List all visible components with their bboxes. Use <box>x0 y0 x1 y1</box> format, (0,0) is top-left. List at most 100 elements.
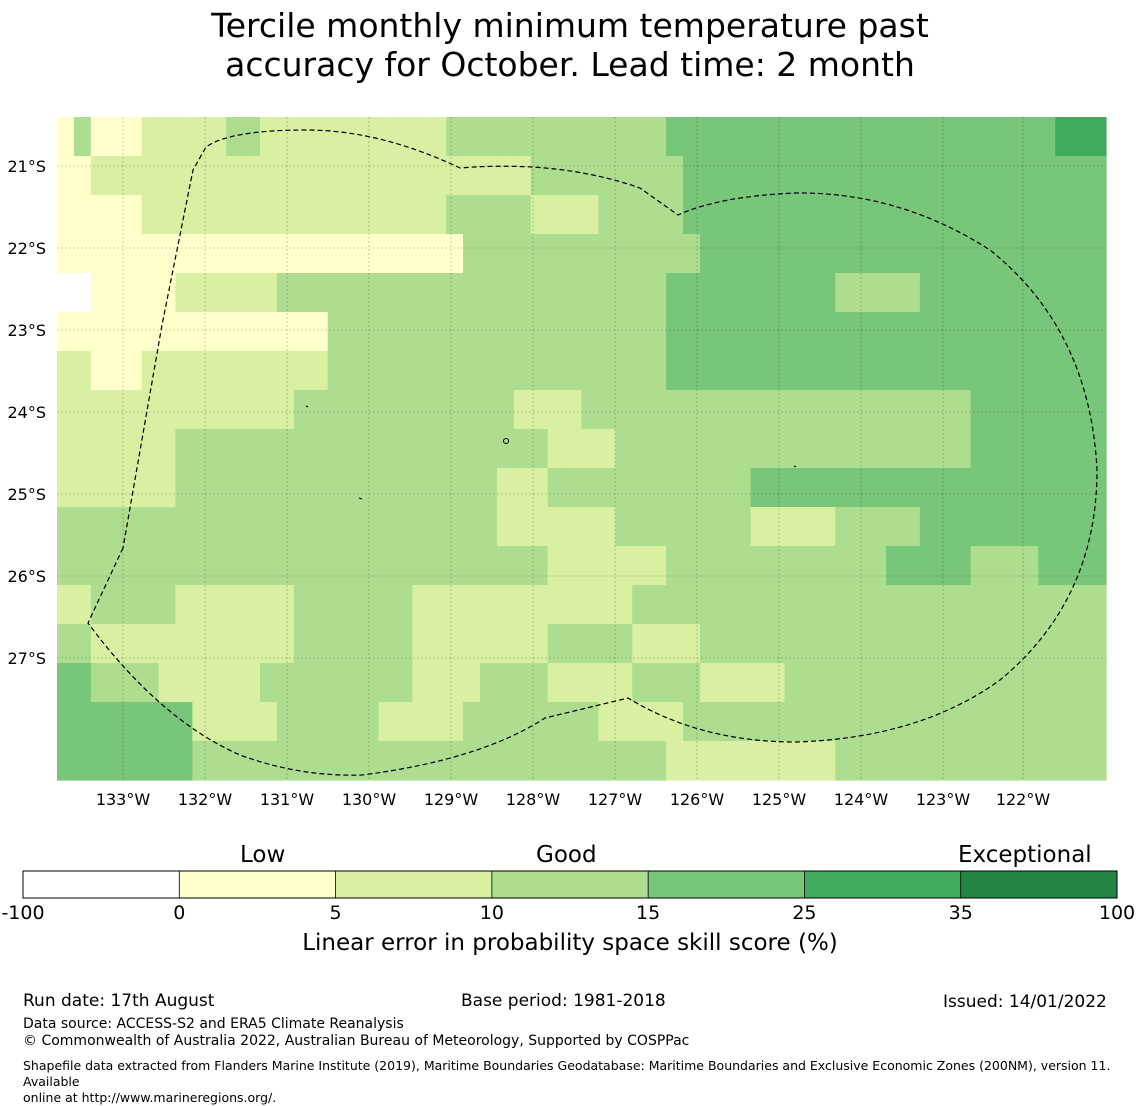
grid-cell <box>446 741 464 781</box>
grid-cell <box>327 195 346 235</box>
grid-cell <box>801 195 819 235</box>
grid-cell <box>73 624 92 664</box>
grid-cell <box>429 546 447 586</box>
grid-cell <box>784 702 803 742</box>
grid-cell <box>361 468 380 508</box>
grid-cell <box>310 390 329 430</box>
longitude-label: 131°W <box>260 790 315 809</box>
grid-cell <box>699 273 718 313</box>
grid-cell <box>530 585 549 625</box>
grid-cell <box>175 624 193 664</box>
grid-cell <box>886 351 904 391</box>
grid-cell <box>987 624 1006 664</box>
grid-cell <box>581 273 600 313</box>
grid-cell <box>615 702 633 742</box>
grid-cell <box>107 507 126 547</box>
grid-cell <box>1072 468 1090 508</box>
grid-cell <box>750 663 769 703</box>
grid-cell <box>209 234 227 274</box>
grid-cell <box>192 390 210 430</box>
grid-cell <box>276 273 295 313</box>
grid-cell <box>852 546 870 586</box>
grid-cell <box>835 624 853 664</box>
grid-cell <box>530 117 549 157</box>
grid-cell <box>835 546 853 586</box>
grid-cell <box>852 429 870 469</box>
grid-cell <box>293 429 312 469</box>
grid-cell <box>615 468 633 508</box>
grid-cell <box>412 390 430 430</box>
grid-cell <box>835 507 853 547</box>
grid-cell <box>564 585 583 625</box>
grid-cell <box>564 741 583 781</box>
grid-cell <box>818 624 836 664</box>
grid-cell <box>818 351 836 391</box>
grid-cell <box>683 468 701 508</box>
grid-cell <box>496 273 515 313</box>
grid-cell <box>209 663 227 703</box>
grid-cell <box>581 507 600 547</box>
grid-cell <box>1004 273 1022 313</box>
grid-cell <box>716 468 735 508</box>
grid-cell <box>852 351 870 391</box>
grid-cell <box>361 312 380 352</box>
colorbar <box>22 870 1118 899</box>
grid-cell <box>192 351 210 391</box>
grid-cell <box>750 546 769 586</box>
grid-cell <box>57 507 75 547</box>
grid-cell <box>260 663 278 703</box>
grid-cell <box>276 351 295 391</box>
grid-cell <box>733 468 752 508</box>
grid-cell <box>243 624 261 664</box>
grid-cell <box>801 234 819 274</box>
grid-cell <box>175 429 193 469</box>
grid-cell <box>987 741 1006 781</box>
grid-cell <box>276 546 295 586</box>
grid-cell <box>463 546 481 586</box>
grid-cell <box>141 663 160 703</box>
graticule <box>57 117 1106 780</box>
grid-cell <box>513 663 532 703</box>
grid-cell <box>158 624 177 664</box>
grid-cell <box>107 390 126 430</box>
grid-cell <box>987 702 1006 742</box>
grid-cell <box>530 741 549 781</box>
grid-cell <box>344 546 363 586</box>
grid-cell <box>513 624 532 664</box>
grid-cell <box>716 702 735 742</box>
grid-cell <box>276 702 295 742</box>
grid-cell <box>158 390 177 430</box>
grid-cell <box>293 390 312 430</box>
grid-cell <box>192 195 210 235</box>
grid-cell <box>327 546 346 586</box>
grid-cell <box>767 741 786 781</box>
colorbar-tick-marks <box>178 871 962 898</box>
grid-cell <box>1004 429 1022 469</box>
grid-cell <box>683 156 701 196</box>
grid-cell <box>90 195 109 235</box>
grid-cell <box>615 390 633 430</box>
grid-cell <box>175 663 193 703</box>
grid-cell <box>784 663 803 703</box>
grid-cell <box>158 741 177 781</box>
grid-cell <box>869 429 887 469</box>
grid-cell <box>1038 507 1056 547</box>
grid-cell <box>479 507 498 547</box>
grid-cell <box>886 507 904 547</box>
grid-cell <box>632 117 650 157</box>
grid-cell <box>564 312 583 352</box>
grid-cell <box>395 546 413 586</box>
grid-cell <box>683 702 701 742</box>
grid-cell <box>395 273 413 313</box>
grid-cell <box>598 429 616 469</box>
grid-cell <box>175 351 193 391</box>
grid-cell <box>1089 390 1107 430</box>
grid-cell <box>784 351 803 391</box>
grid-cell <box>970 702 989 742</box>
grid-cell <box>970 351 989 391</box>
grid-cell <box>632 234 650 274</box>
grid-cell <box>141 234 160 274</box>
grid-cell <box>902 390 921 430</box>
grid-cell <box>293 312 312 352</box>
grid-cell <box>767 234 786 274</box>
